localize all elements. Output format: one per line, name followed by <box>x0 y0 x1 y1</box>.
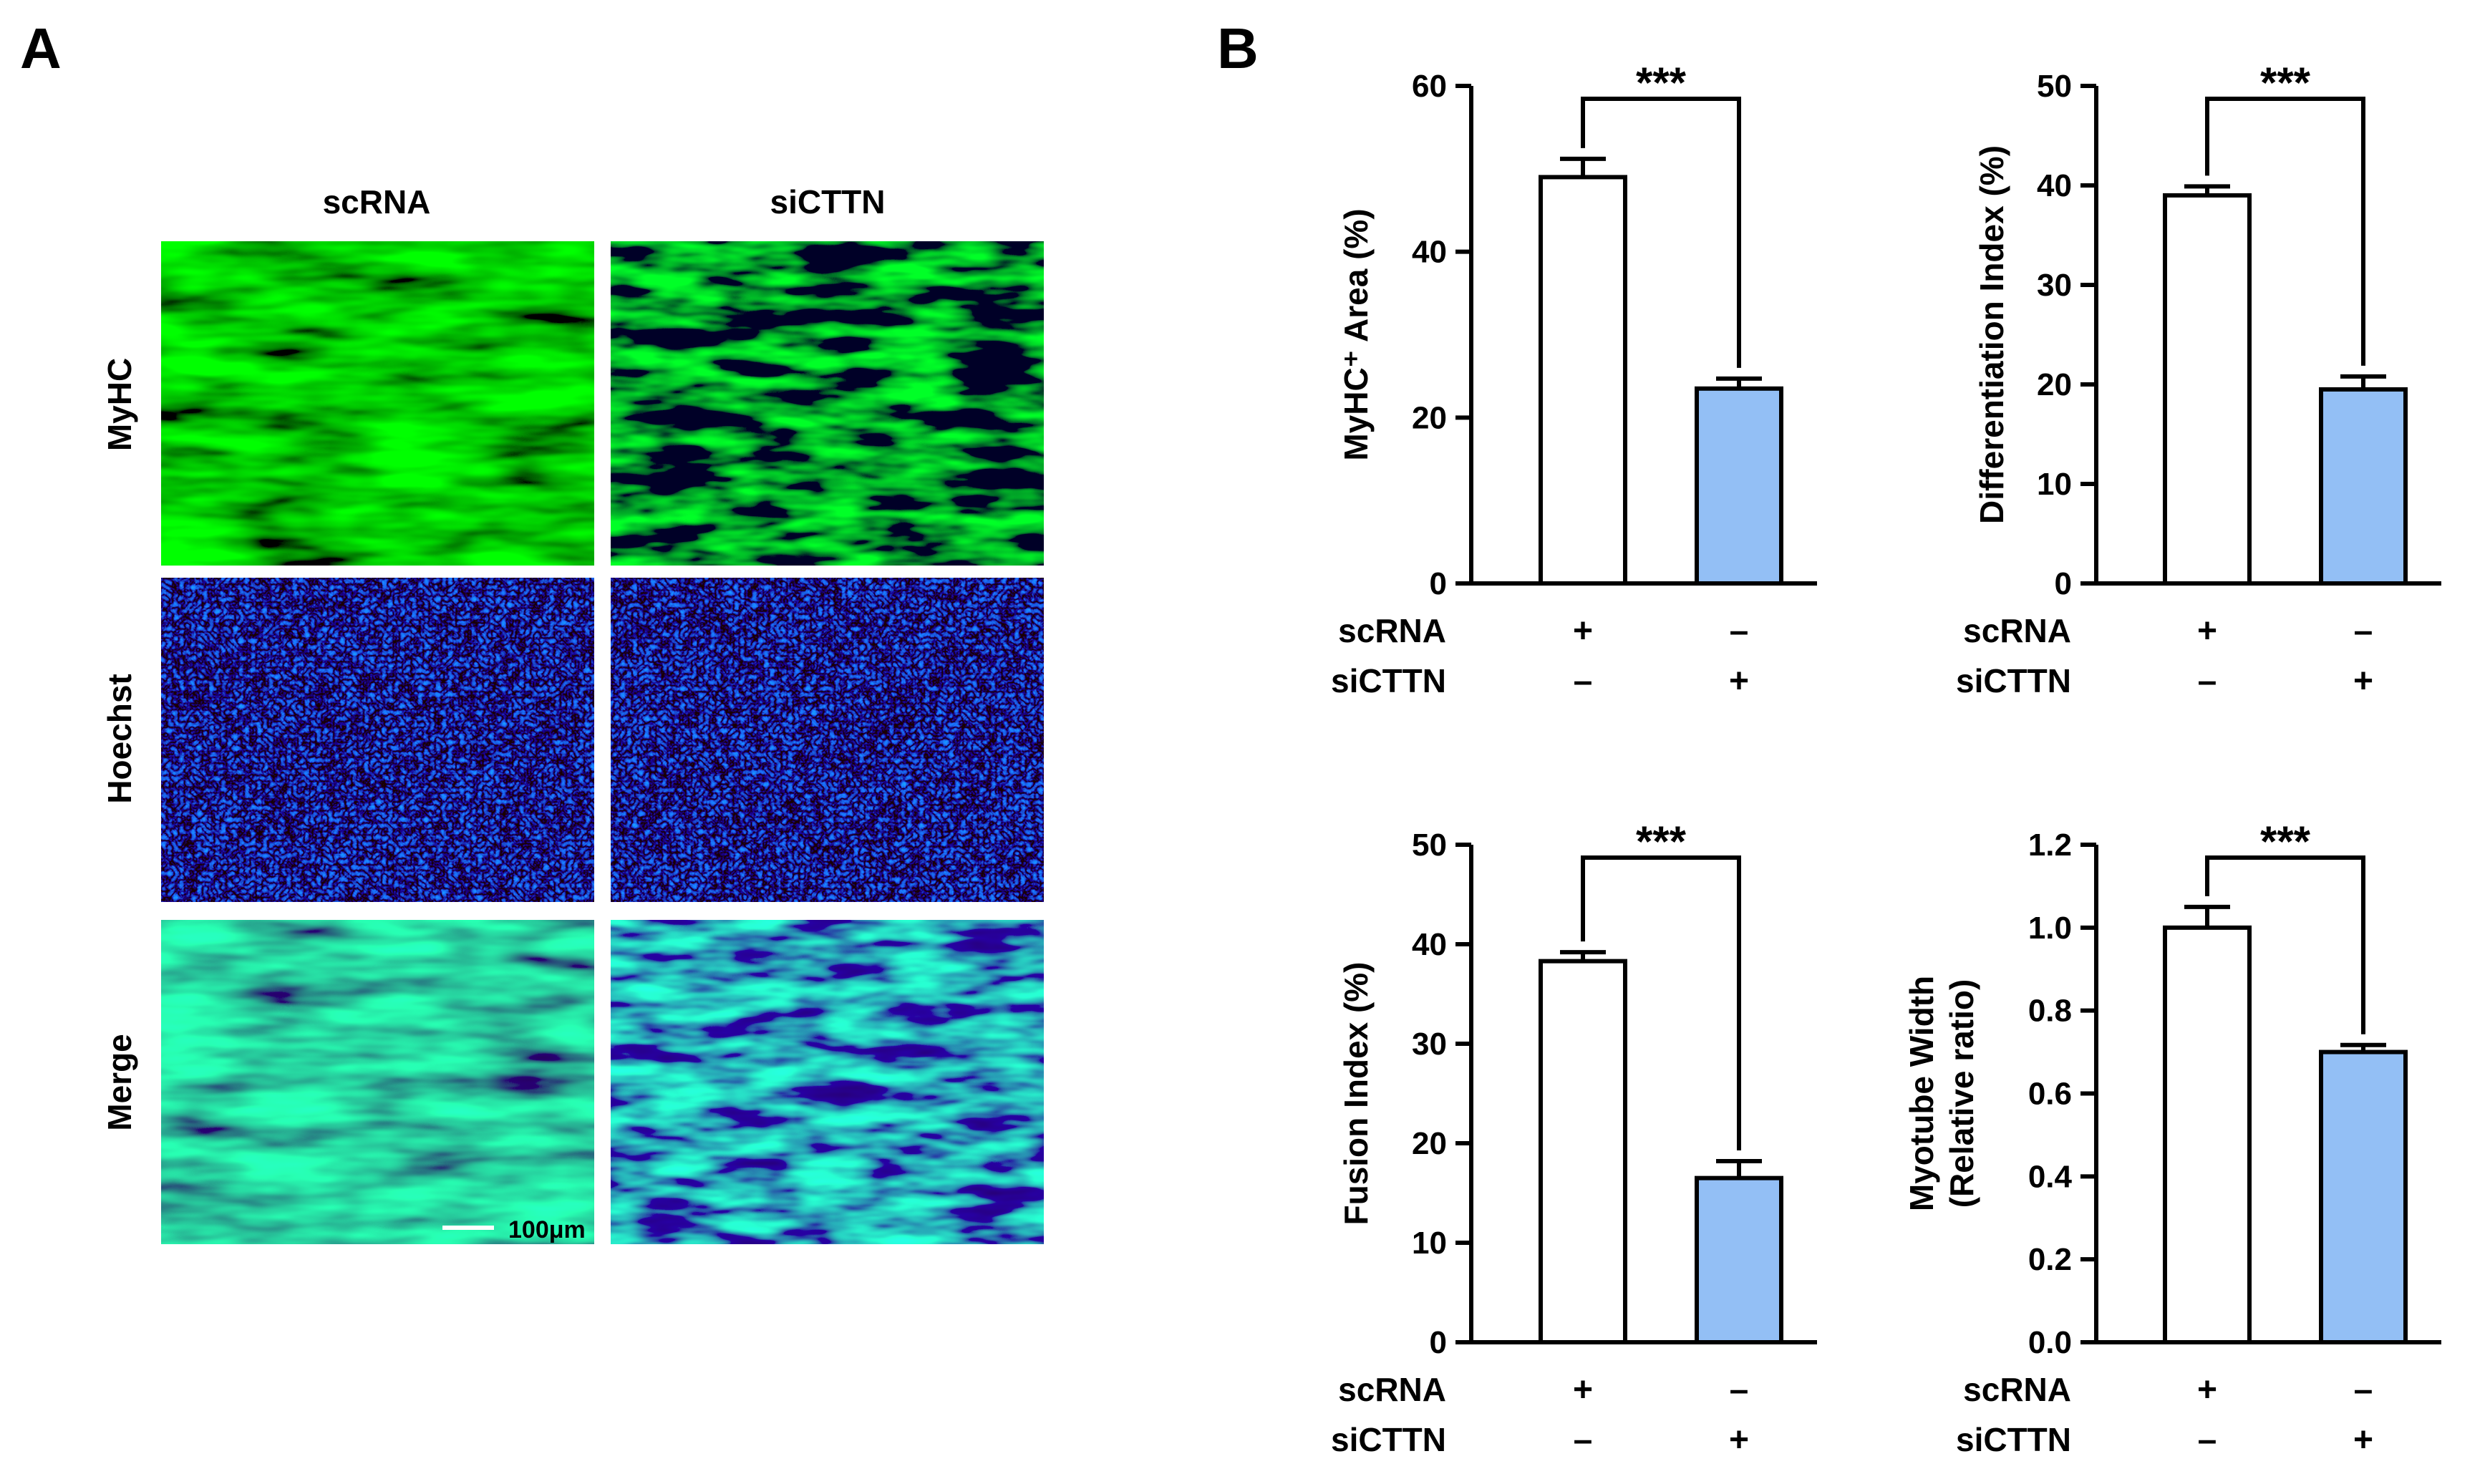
condition-mark: – <box>2198 1421 2217 1459</box>
image-merge-sictth <box>611 920 1044 1244</box>
bar-charts: 0 20 40 60 MyHC⁺ Area (%) *** scRNA + – siCTTN – +0… <box>1331 59 2441 1459</box>
bar-scrna <box>2163 193 2252 586</box>
y-tick-label: 20 <box>1412 1126 1447 1161</box>
condition-mark: – <box>1574 1421 1593 1459</box>
condition-mark: + <box>2197 1371 2217 1409</box>
y-tick-label: 0 <box>1430 566 1447 601</box>
bar-scrna <box>1539 959 1627 1344</box>
significance-bracket <box>1581 97 1741 368</box>
y-tick-label: 10 <box>2037 467 2072 502</box>
significance-label: *** <box>2260 818 2311 865</box>
significance-bracket <box>2205 97 2365 366</box>
y-tick-label: 0.2 <box>2028 1242 2072 1277</box>
y-tick-label: 50 <box>2037 69 2072 104</box>
y-tick-label: 0.4 <box>2028 1159 2073 1194</box>
image-merge-scrna <box>161 920 594 1244</box>
y-axis-label: Fusion Index (%) <box>1337 962 1375 1226</box>
condition-label: siCTTN <box>1956 662 2071 699</box>
y-tick-label: 0 <box>1430 1325 1447 1360</box>
condition-mark: + <box>1729 662 1749 700</box>
y-tick-label: 20 <box>1412 400 1447 435</box>
condition-label: scRNA <box>1338 1371 1446 1408</box>
y-axis-label: Differentiation Index (%) <box>1973 145 2010 524</box>
condition-mark: + <box>2197 612 2217 650</box>
significance-label: *** <box>1636 59 1687 107</box>
condition-mark: – <box>1574 662 1593 700</box>
y-tick-label: 60 <box>1412 69 1447 104</box>
y-tick-label: 40 <box>1412 927 1447 962</box>
condition-label: siCTTN <box>1956 1421 2071 1458</box>
panel-label-a: A <box>20 16 62 80</box>
condition-mark: + <box>1573 612 1593 650</box>
condition-mark: + <box>2353 662 2373 700</box>
y-tick-label: 0.0 <box>2028 1325 2072 1360</box>
chart-3: 0 10 20 30 40 50 Fusion Index (%) *** scRNA + – siC… <box>1331 818 1817 1459</box>
row-label-myhc: MyHC <box>101 358 138 451</box>
y-tick-label: 1.2 <box>2028 828 2072 863</box>
bar-sicttn <box>2319 387 2408 586</box>
bar-sicttn <box>1695 386 1783 586</box>
y-tick-label: 20 <box>2037 367 2072 402</box>
y-tick-label: 10 <box>1412 1226 1447 1261</box>
significance-label: *** <box>2260 59 2311 107</box>
y-tick-label: 40 <box>2037 168 2072 203</box>
y-tick-label: 0.6 <box>2028 1077 2072 1112</box>
y-tick-label: 40 <box>1412 235 1447 270</box>
condition-mark: – <box>2354 1371 2373 1409</box>
chart-1: 0 20 40 60 MyHC⁺ Area (%) *** scRNA + – siCTTN – + <box>1331 59 1817 700</box>
condition-label: siCTTN <box>1331 1421 1446 1458</box>
condition-mark: – <box>1730 1371 1749 1409</box>
row-label-hoechst: Hoechst <box>101 674 138 803</box>
condition-label: scRNA <box>1963 1371 2071 1408</box>
condition-mark: – <box>2198 662 2217 700</box>
condition-label: scRNA <box>1338 612 1446 649</box>
condition-mark: + <box>2353 1421 2373 1459</box>
significance-bracket <box>2205 855 2365 1034</box>
bar-sicttn <box>2319 1049 2408 1345</box>
condition-mark: – <box>1730 612 1749 650</box>
significance-label: *** <box>1636 818 1687 865</box>
condition-mark: – <box>2354 612 2373 650</box>
panel-label-b: B <box>1217 16 1259 80</box>
image-hoechst-scrna <box>161 578 594 902</box>
y-tick-label: 30 <box>2037 268 2072 303</box>
condition-label: scRNA <box>1963 612 2071 649</box>
y-tick-label: 0 <box>2055 566 2072 601</box>
chart-4: 0.0 0.2 0.4 0.6 0.8 1.0 1.2 Myotube Width (Relat… <box>1903 818 2441 1459</box>
y-tick-label: 0.8 <box>2028 994 2072 1029</box>
image-myhc-scrna <box>161 241 594 566</box>
y-tick-label: 1.0 <box>2028 911 2072 946</box>
condition-label: siCTTN <box>1331 662 1446 699</box>
image-hoechst-sictth <box>611 578 1044 902</box>
y-axis-label: MyHC⁺ Area (%) <box>1337 208 1375 460</box>
column-header-sictth: siCTTN <box>770 183 886 220</box>
image-myhc-sictth <box>611 241 1044 566</box>
bar-scrna <box>2163 925 2252 1345</box>
y-axis-label-line2: (Relative ratio) <box>1943 979 1980 1208</box>
column-header-scrna: scRNA <box>323 183 431 220</box>
row-label-merge: Merge <box>101 1034 138 1130</box>
y-tick-label: 50 <box>1412 828 1447 863</box>
y-tick-label: 30 <box>1412 1027 1447 1062</box>
condition-mark: + <box>1573 1371 1593 1409</box>
scale-bar-label: 100μm <box>508 1216 586 1243</box>
significance-bracket <box>1581 855 1741 1151</box>
bar-sicttn <box>1695 1175 1783 1345</box>
y-axis-label: Myotube Width <box>1903 976 1940 1211</box>
condition-mark: + <box>1729 1421 1749 1459</box>
bar-scrna <box>1539 175 1627 586</box>
chart-2: 0 10 20 30 40 50 Differentiation Index (%) *** s… <box>1956 59 2441 700</box>
